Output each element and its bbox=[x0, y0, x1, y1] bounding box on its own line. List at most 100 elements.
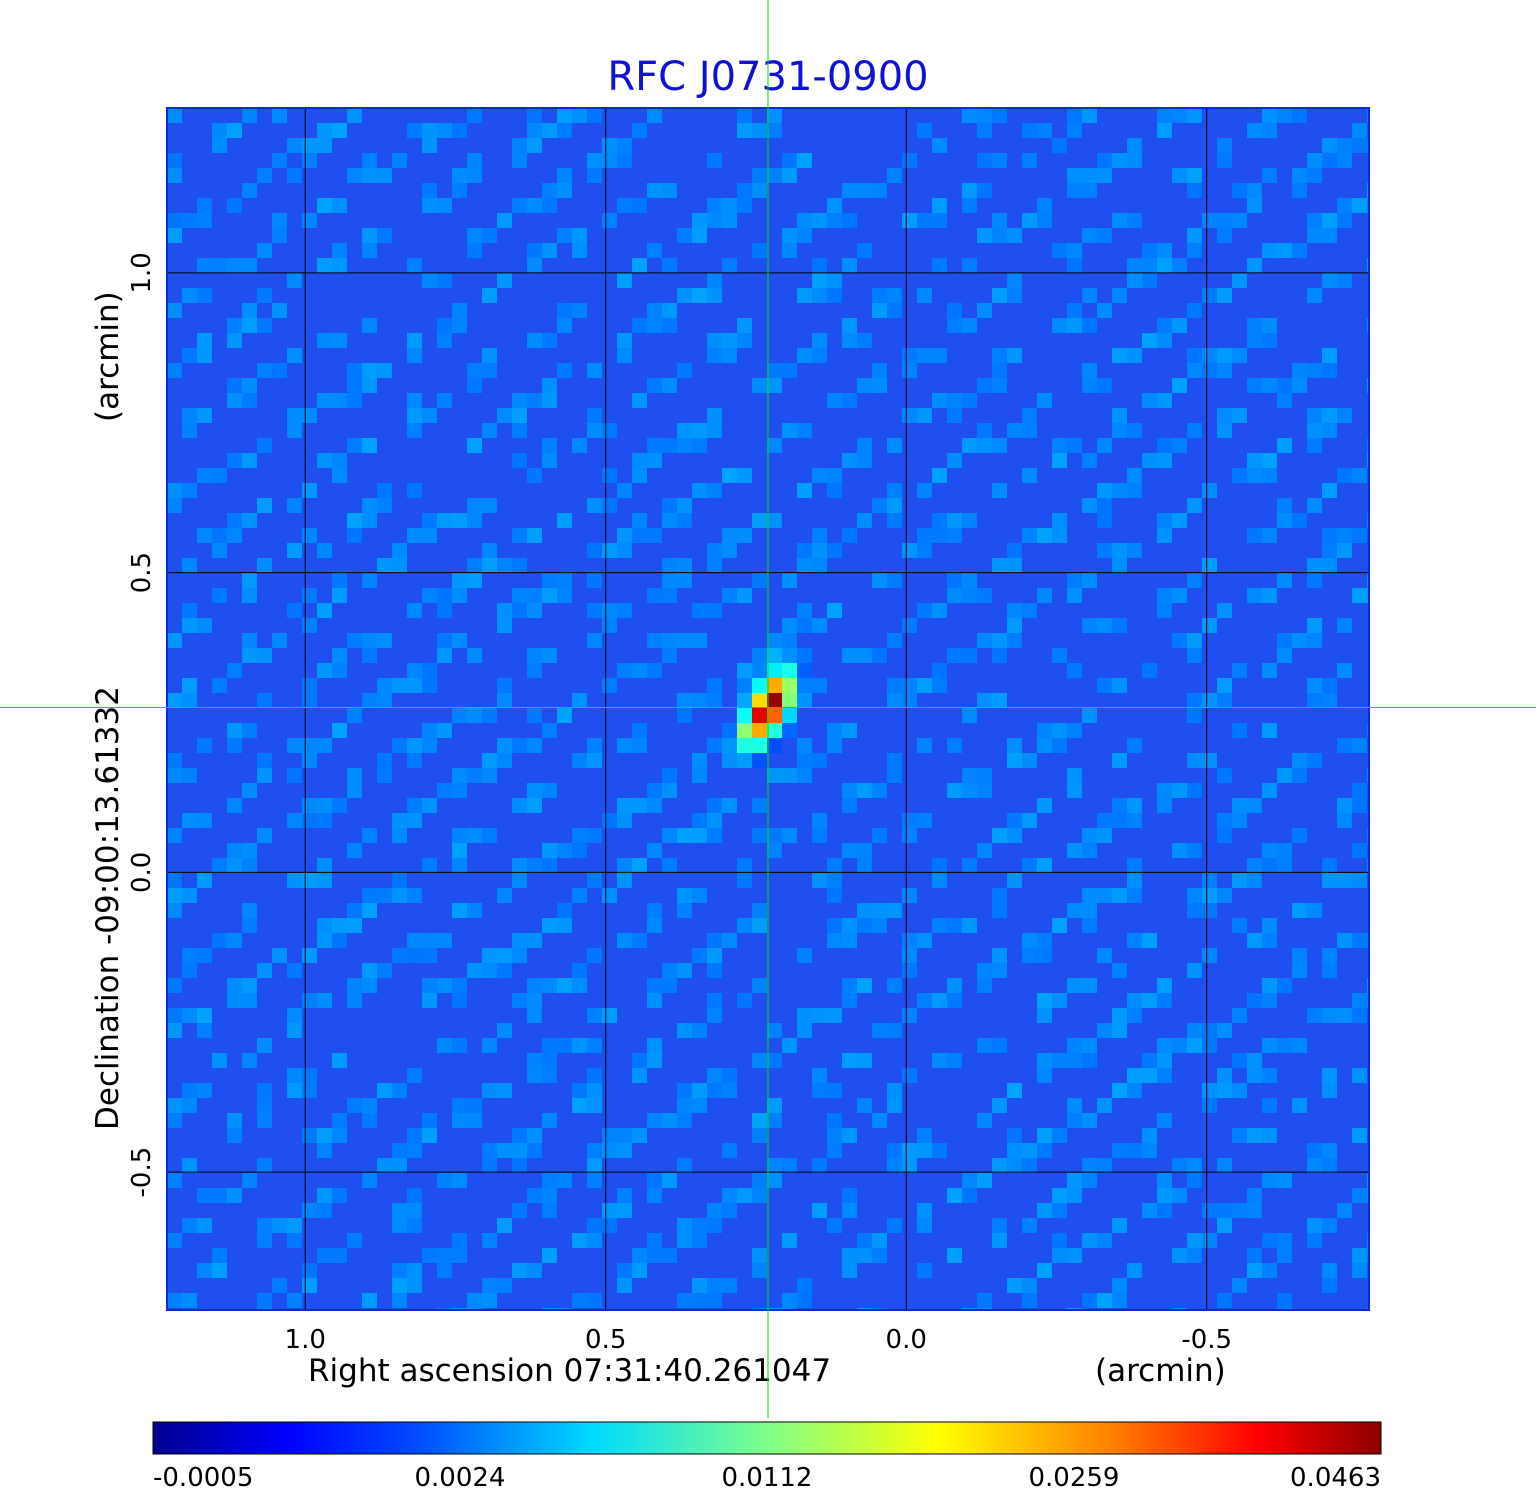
map-pixel bbox=[632, 453, 647, 468]
map-pixel bbox=[1262, 1038, 1277, 1053]
map-pixel bbox=[1247, 258, 1262, 273]
map-pixel bbox=[317, 198, 332, 213]
map-pixel bbox=[407, 798, 422, 813]
map-pixel bbox=[1307, 153, 1322, 168]
map-pixel bbox=[932, 678, 947, 693]
colorbar-tick-labels: -0.0005 0.0024 0.0112 0.0259 0.0463 bbox=[153, 1463, 1381, 1493]
map-pixel bbox=[1232, 213, 1247, 228]
map-pixel bbox=[437, 723, 452, 738]
map-pixel bbox=[767, 363, 782, 378]
map-pixel bbox=[752, 978, 767, 993]
map-pixel bbox=[557, 903, 572, 918]
map-pixel bbox=[647, 1053, 662, 1068]
map-pixel bbox=[1067, 303, 1082, 318]
map-pixel bbox=[647, 918, 662, 933]
map-pixel bbox=[1112, 1008, 1127, 1023]
map-pixel bbox=[1322, 408, 1337, 423]
map-pixel bbox=[302, 213, 317, 228]
map-pixel bbox=[407, 888, 422, 903]
map-pixel bbox=[872, 828, 887, 843]
map-pixel bbox=[1292, 378, 1307, 393]
map-pixel bbox=[887, 693, 902, 708]
map-pixel bbox=[1217, 348, 1232, 363]
map-pixel bbox=[767, 1098, 782, 1113]
map-pixel bbox=[632, 528, 647, 543]
map-pixel bbox=[302, 873, 317, 888]
map-pixel bbox=[527, 588, 542, 603]
map-pixel bbox=[1067, 1038, 1082, 1053]
map-pixel bbox=[1307, 288, 1322, 303]
map-pixel bbox=[212, 1188, 227, 1203]
map-pixel bbox=[587, 1158, 602, 1173]
map-pixel bbox=[617, 663, 632, 678]
map-pixel bbox=[362, 573, 377, 588]
map-pixel bbox=[557, 588, 572, 603]
map-pixel bbox=[482, 708, 497, 723]
map-pixel bbox=[1247, 1068, 1262, 1083]
map-pixel bbox=[677, 438, 692, 453]
map-pixel bbox=[1232, 813, 1247, 828]
map-pixel bbox=[692, 1293, 707, 1308]
map-pixel bbox=[287, 408, 302, 423]
map-pixel bbox=[887, 288, 902, 303]
map-pixel bbox=[527, 798, 542, 813]
map-pixel bbox=[647, 1233, 662, 1248]
map-pixel bbox=[587, 1083, 602, 1098]
map-pixel bbox=[227, 858, 242, 873]
map-pixel bbox=[167, 483, 182, 498]
map-pixel bbox=[452, 843, 467, 858]
map-pixel bbox=[992, 213, 1007, 228]
map-pixel bbox=[812, 753, 827, 768]
map-pixel bbox=[917, 993, 932, 1008]
map-pixel bbox=[1097, 168, 1112, 183]
map-pixel bbox=[1307, 228, 1322, 243]
map-pixel bbox=[212, 858, 227, 873]
map-pixel bbox=[827, 543, 842, 558]
map-pixel bbox=[1067, 183, 1082, 198]
map-pixel bbox=[1142, 1143, 1157, 1158]
map-pixel bbox=[767, 1053, 782, 1068]
map-pixel bbox=[197, 288, 212, 303]
map-pixel bbox=[1322, 213, 1337, 228]
map-pixel bbox=[512, 933, 527, 948]
map-pixel bbox=[1112, 1293, 1127, 1308]
map-pixel bbox=[1262, 1173, 1277, 1188]
map-pixel bbox=[1007, 1083, 1022, 1098]
map-pixel bbox=[1172, 378, 1187, 393]
map-pixel bbox=[632, 1128, 647, 1143]
map-pixel bbox=[287, 348, 302, 363]
map-pixel bbox=[542, 858, 557, 873]
map-pixel bbox=[1082, 843, 1097, 858]
map-pixel bbox=[497, 963, 512, 978]
map-pixel bbox=[872, 183, 887, 198]
map-pixel bbox=[1202, 558, 1217, 573]
map-pixel bbox=[1142, 1128, 1157, 1143]
map-pixel bbox=[317, 543, 332, 558]
map-pixel bbox=[932, 528, 947, 543]
map-pixel bbox=[212, 678, 227, 693]
map-pixel bbox=[707, 1218, 722, 1233]
map-pixel bbox=[1247, 1053, 1262, 1068]
map-pixel bbox=[167, 1008, 182, 1023]
map-pixel bbox=[347, 1233, 362, 1248]
map-pixel bbox=[407, 528, 422, 543]
map-pixel bbox=[992, 483, 1007, 498]
map-pixel bbox=[287, 273, 302, 288]
map-pixel bbox=[962, 588, 977, 603]
map-pixel bbox=[392, 888, 407, 903]
map-pixel bbox=[632, 663, 647, 678]
map-pixel bbox=[722, 1278, 737, 1293]
map-pixel bbox=[527, 468, 542, 483]
map-pixel bbox=[317, 1188, 332, 1203]
map-pixel bbox=[437, 588, 452, 603]
map-pixel bbox=[497, 603, 512, 618]
map-pixel bbox=[1322, 138, 1337, 153]
map-pixel bbox=[497, 1218, 512, 1233]
map-pixel bbox=[527, 1128, 542, 1143]
map-pixel bbox=[1022, 123, 1037, 138]
map-pixel bbox=[1292, 168, 1307, 183]
y-tick-label: 1.0 bbox=[127, 252, 157, 293]
map-pixel bbox=[917, 1203, 932, 1218]
map-pixel bbox=[1187, 708, 1202, 723]
map-pixel bbox=[392, 1218, 407, 1233]
